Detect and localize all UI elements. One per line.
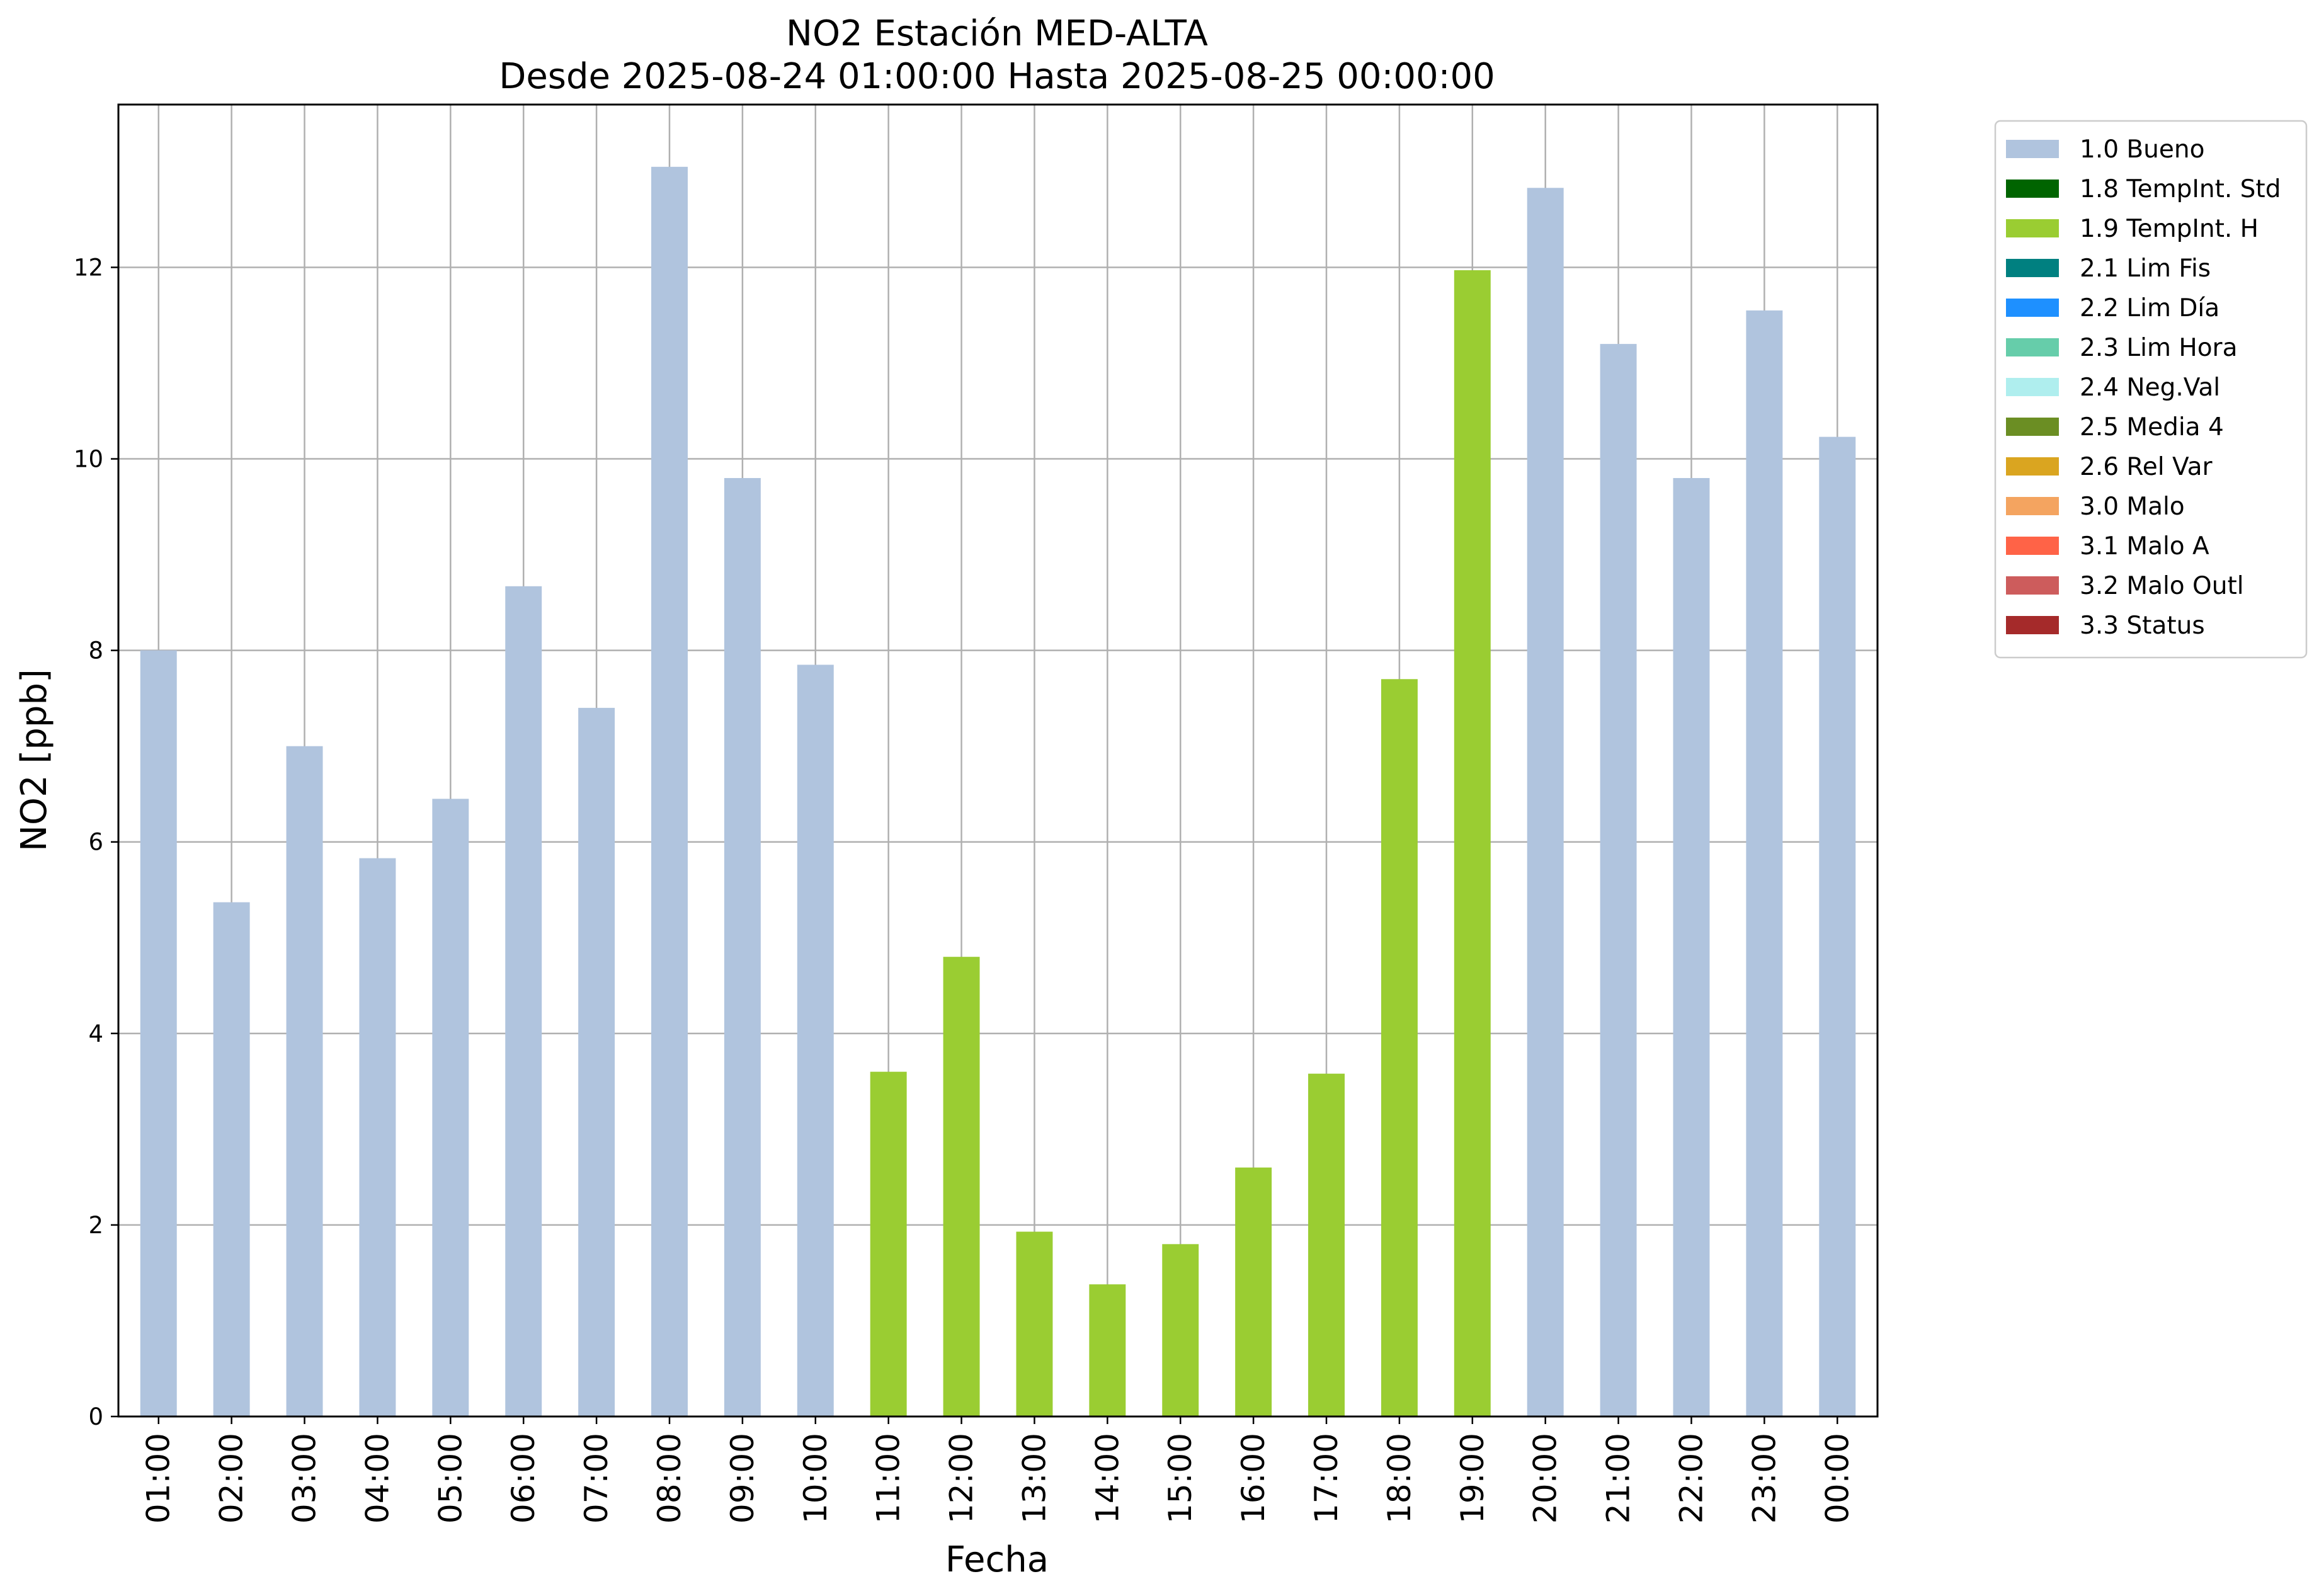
bar xyxy=(870,1071,907,1416)
legend-label: 2.4 Neg.Val xyxy=(2080,373,2220,402)
legend-swatch xyxy=(2006,576,2059,595)
legend-swatch xyxy=(2006,537,2059,555)
bar xyxy=(359,858,396,1416)
legend-label: 2.5 Media 4 xyxy=(2080,413,2224,442)
legend-swatch xyxy=(2006,418,2059,436)
bar xyxy=(1308,1073,1345,1416)
x-tick-label: 08:00 xyxy=(651,1433,688,1524)
bar xyxy=(286,746,323,1416)
bar xyxy=(797,664,834,1416)
legend-label: 2.3 Lim Hora xyxy=(2080,334,2238,362)
bar xyxy=(578,707,615,1416)
x-tick-label: 00:00 xyxy=(1819,1433,1855,1524)
x-tick-label: 20:00 xyxy=(1527,1433,1564,1524)
x-tick-label: 15:00 xyxy=(1162,1433,1199,1524)
legend-swatch xyxy=(2006,259,2059,277)
legend-label: 1.9 TempInt. H xyxy=(2080,215,2259,243)
legend-label: 3.3 Status xyxy=(2080,612,2205,640)
x-tick-label: 02:00 xyxy=(214,1433,250,1524)
x-tick-label: 21:00 xyxy=(1600,1433,1637,1524)
y-tick-label: 6 xyxy=(88,829,103,856)
legend-label: 2.1 Lim Fis xyxy=(2080,254,2211,283)
legend-label: 2.6 Rel Var xyxy=(2080,453,2213,481)
bar xyxy=(1600,344,1637,1416)
x-tick-label: 17:00 xyxy=(1308,1433,1345,1524)
legend-label: 3.1 Malo A xyxy=(2080,532,2209,561)
y-tick-label: 12 xyxy=(74,254,103,281)
bar xyxy=(1673,477,1710,1416)
bar xyxy=(140,650,177,1416)
x-tick-label: 04:00 xyxy=(359,1433,396,1524)
x-tick-label: 13:00 xyxy=(1016,1433,1052,1524)
x-tick-label: 16:00 xyxy=(1235,1433,1272,1524)
y-tick-label: 10 xyxy=(74,446,103,473)
y-axis-ticks: 0 2 4 6 8 10 12 xyxy=(74,254,118,1430)
legend-swatch xyxy=(2006,616,2059,634)
legend-swatch xyxy=(2006,219,2059,237)
legend-label: 3.0 Malo xyxy=(2080,493,2185,521)
chart-title: NO2 Estación MED-ALTA xyxy=(786,13,1208,54)
legend-swatch xyxy=(2006,457,2059,476)
x-tick-label: 01:00 xyxy=(140,1433,177,1524)
y-tick-label: 0 xyxy=(88,1403,103,1430)
x-axis-title: Fecha xyxy=(945,1539,1049,1580)
bar xyxy=(213,902,250,1416)
x-tick-label: 23:00 xyxy=(1746,1433,1782,1524)
bar xyxy=(1746,310,1783,1416)
x-tick-label: 10:00 xyxy=(797,1433,834,1524)
bar xyxy=(432,799,469,1416)
y-tick-label: 8 xyxy=(88,637,103,664)
legend-label: 2.2 Lim Día xyxy=(2080,294,2219,322)
legend-label: 1.8 TempInt. Std xyxy=(2080,175,2281,203)
legend-swatch xyxy=(2006,378,2059,396)
bar xyxy=(943,957,980,1416)
bar xyxy=(1162,1244,1199,1416)
x-axis-ticks: 01:00 02:00 03:00 04:00 05:00 06:00 07:00 08:00… xyxy=(140,1416,1855,1524)
x-tick-label: 19:00 xyxy=(1454,1433,1491,1524)
x-tick-label: 14:00 xyxy=(1089,1433,1125,1524)
x-tick-label: 07:00 xyxy=(578,1433,615,1524)
bar xyxy=(651,166,688,1416)
x-tick-label: 09:00 xyxy=(724,1433,761,1524)
legend: 1.0 Bueno 1.8 TempInt. Std 1.9 TempInt. H 2… xyxy=(1994,120,2308,659)
bar-group xyxy=(140,166,1856,1417)
legend-label: 1.0 Bueno xyxy=(2080,135,2204,164)
bar xyxy=(1016,1231,1053,1416)
legend-label: 3.2 Malo Outl xyxy=(2080,572,2244,600)
x-tick-label: 05:00 xyxy=(432,1433,469,1524)
bar xyxy=(1089,1284,1126,1416)
legend-swatch xyxy=(2006,140,2059,158)
x-tick-label: 03:00 xyxy=(287,1433,323,1524)
x-tick-label: 18:00 xyxy=(1381,1433,1418,1524)
bar xyxy=(1527,188,1564,1417)
x-tick-label: 12:00 xyxy=(943,1433,980,1524)
x-tick-label: 11:00 xyxy=(870,1433,907,1524)
bar xyxy=(505,586,542,1416)
bar xyxy=(1381,679,1418,1416)
bar xyxy=(724,477,761,1416)
y-tick-label: 2 xyxy=(88,1212,103,1239)
legend-frame xyxy=(1994,120,2308,659)
plot-frame xyxy=(117,103,1879,1418)
bar xyxy=(1235,1167,1272,1416)
y-axis-title: NO2 [ppb] xyxy=(14,669,55,852)
x-tick-label: 06:00 xyxy=(505,1433,542,1524)
legend-swatch xyxy=(2006,180,2059,198)
x-tick-label: 22:00 xyxy=(1673,1433,1709,1524)
legend-swatch xyxy=(2006,299,2059,317)
bar xyxy=(1454,270,1491,1416)
chart-subtitle: Desde 2025-08-24 01:00:00 Hasta 2025-08-… xyxy=(499,56,1495,97)
bar xyxy=(1819,436,1856,1416)
legend-swatch xyxy=(2006,497,2059,515)
y-tick-label: 4 xyxy=(88,1020,103,1047)
legend-swatch xyxy=(2006,338,2059,356)
